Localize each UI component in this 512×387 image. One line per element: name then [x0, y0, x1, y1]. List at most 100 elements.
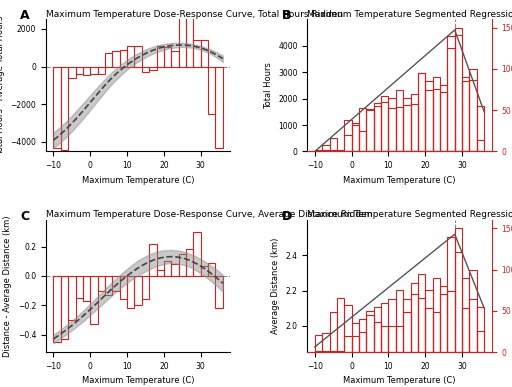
Bar — [68, 67, 76, 78]
Bar — [447, 36, 455, 151]
Bar — [396, 89, 403, 151]
Y-axis label: Average Distance (km): Average Distance (km) — [271, 238, 280, 334]
Bar — [359, 131, 367, 151]
X-axis label: Maximum Temperature (C): Maximum Temperature (C) — [82, 377, 195, 385]
Bar — [455, 27, 462, 151]
Bar — [179, 254, 186, 276]
Bar — [425, 81, 433, 151]
Bar — [403, 98, 411, 151]
Bar — [462, 278, 470, 352]
Bar — [403, 105, 411, 151]
Bar — [149, 243, 157, 276]
Bar — [194, 40, 201, 67]
Bar — [462, 308, 470, 387]
Bar — [455, 252, 462, 387]
Bar — [433, 278, 440, 352]
Bar — [470, 270, 477, 352]
Bar — [157, 270, 164, 276]
Bar — [164, 261, 171, 276]
Text: Maximum Temperature Dose-Response Curve, Total Hours Ridden: Maximum Temperature Dose-Response Curve,… — [46, 10, 343, 19]
Text: Maximum Temperature Segmented Regression, Average Distance Ridden: Maximum Temperature Segmented Regression… — [307, 210, 512, 219]
Bar — [344, 336, 352, 352]
Bar — [381, 326, 389, 387]
Bar — [322, 351, 330, 352]
Bar — [186, 250, 194, 276]
Bar — [61, 67, 68, 149]
Y-axis label: Distance - Average Distance (km): Distance - Average Distance (km) — [3, 216, 12, 357]
Bar — [337, 351, 344, 352]
Bar — [389, 108, 396, 151]
Bar — [83, 276, 90, 301]
Bar — [455, 228, 462, 352]
Bar — [374, 307, 381, 352]
Bar — [477, 106, 484, 151]
Bar — [367, 315, 374, 387]
Bar — [98, 276, 105, 291]
Text: B: B — [282, 9, 291, 22]
Bar — [367, 110, 374, 151]
Bar — [352, 123, 359, 151]
Y-axis label: Total Hours: Total Hours — [264, 62, 273, 109]
Bar — [433, 89, 440, 151]
Bar — [425, 308, 433, 387]
Bar — [322, 150, 330, 151]
Bar — [142, 67, 149, 72]
Bar — [330, 150, 337, 151]
Bar — [418, 274, 425, 352]
Bar — [322, 145, 330, 151]
Bar — [98, 67, 105, 74]
Bar — [105, 276, 112, 295]
Bar — [367, 109, 374, 151]
Bar — [337, 150, 344, 151]
Y-axis label: Total Hours - Average Total Hours: Total Hours - Average Total Hours — [0, 16, 5, 155]
Bar — [330, 312, 337, 387]
Bar — [208, 263, 216, 276]
Bar — [142, 276, 149, 299]
Bar — [120, 276, 127, 299]
Bar — [352, 323, 359, 352]
Bar — [462, 81, 470, 151]
Bar — [112, 51, 120, 67]
Bar — [105, 53, 112, 67]
Bar — [440, 286, 447, 352]
Bar — [330, 351, 337, 352]
Bar — [381, 303, 389, 352]
Bar — [462, 77, 470, 151]
Bar — [208, 67, 216, 114]
Bar — [216, 67, 223, 148]
Bar — [344, 305, 352, 387]
Bar — [477, 307, 484, 352]
Bar — [418, 74, 425, 151]
Bar — [344, 120, 352, 151]
Bar — [76, 276, 83, 298]
Bar — [411, 295, 418, 352]
Bar — [83, 67, 90, 75]
Bar — [61, 276, 68, 339]
Bar — [418, 298, 425, 387]
Bar — [201, 40, 208, 67]
Bar — [470, 299, 477, 387]
Bar — [470, 69, 477, 151]
Bar — [90, 276, 98, 324]
Bar — [455, 35, 462, 151]
Bar — [344, 135, 352, 151]
Bar — [447, 236, 455, 352]
Bar — [403, 298, 411, 352]
X-axis label: Maximum Temperature (C): Maximum Temperature (C) — [343, 176, 456, 185]
Bar — [359, 108, 367, 151]
Bar — [315, 351, 322, 352]
Bar — [433, 312, 440, 387]
Bar — [440, 86, 447, 151]
Bar — [359, 332, 367, 352]
Text: C: C — [20, 209, 29, 223]
Bar — [411, 94, 418, 151]
Bar — [127, 276, 135, 308]
Bar — [68, 276, 76, 320]
Bar — [425, 89, 433, 151]
Bar — [396, 326, 403, 387]
Bar — [201, 265, 208, 276]
Bar — [447, 48, 455, 151]
Bar — [396, 290, 403, 352]
Bar — [447, 291, 455, 387]
Bar — [374, 103, 381, 151]
